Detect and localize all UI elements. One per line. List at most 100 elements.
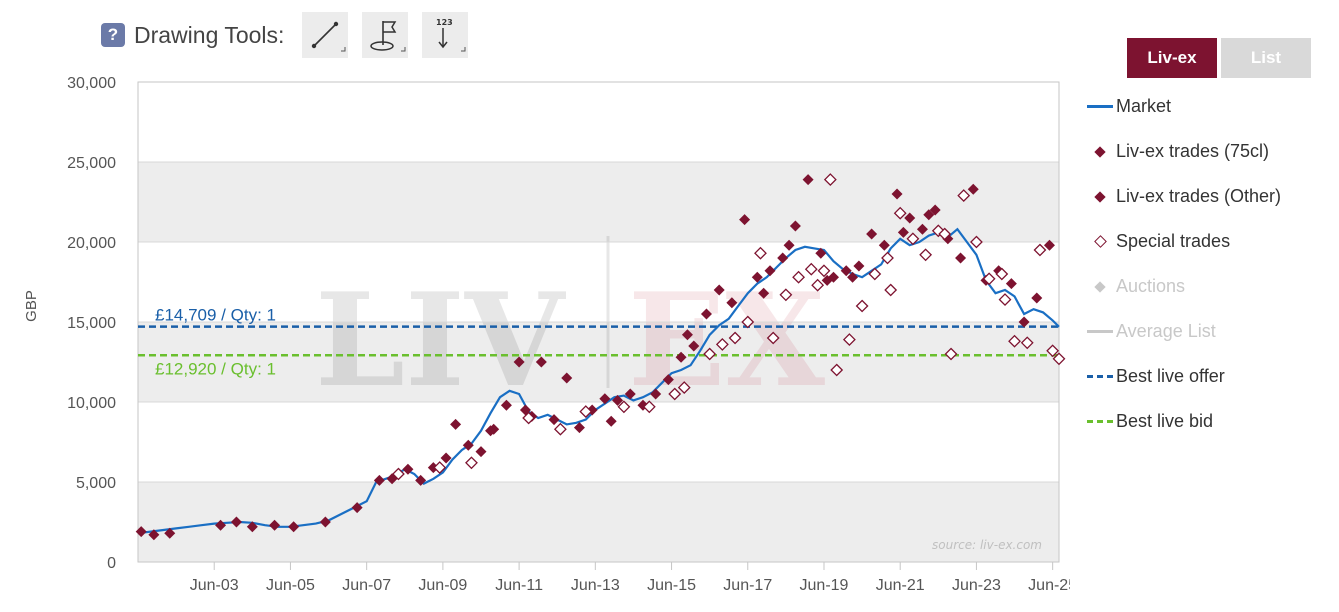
trade-point: [373, 474, 385, 486]
legend-item[interactable]: Liv-ex trades (Other): [1086, 174, 1281, 219]
special-trade-point: [906, 232, 920, 246]
special-trade-point: [970, 235, 983, 249]
legend-symbol: [1086, 375, 1114, 378]
trade-point: [688, 340, 700, 352]
legend-item[interactable]: Market: [1086, 84, 1281, 129]
y-tick-label: 30,000: [67, 75, 116, 92]
legend-label: Best live bid: [1116, 411, 1214, 431]
trade-point: [612, 394, 624, 406]
special-trade-point: [1008, 334, 1021, 348]
y-tick-label: 25,000: [67, 155, 116, 172]
trade-point: [573, 422, 585, 434]
legend-symbol: [1086, 105, 1114, 108]
y-tick-label: 20,000: [67, 235, 116, 252]
legend-item[interactable]: Liv-ex trades (75cl): [1086, 129, 1281, 174]
trade-point: [148, 529, 160, 541]
x-tick-label: Jun-07: [342, 577, 391, 594]
trade-point: [751, 271, 763, 283]
special-trade-point: [433, 461, 447, 475]
trade-point: [802, 174, 814, 186]
special-trade-point: [579, 405, 593, 419]
legend-label: Auctions: [1116, 276, 1186, 296]
legend-item[interactable]: Special trades: [1086, 219, 1281, 264]
special-trade-point: [465, 456, 478, 470]
special-trade-point: [754, 246, 767, 260]
best-live-offer-label: £14,709 / Qty: 1: [155, 306, 276, 325]
watermark: LIV EX: [315, 236, 826, 416]
x-tick-label: Jun-23: [952, 577, 1001, 594]
drawing-toolbar: ? Drawing Tools: 123: [101, 12, 482, 58]
trade-point: [783, 239, 795, 251]
x-tick-label: Jun-09: [418, 577, 467, 594]
y-tick-label: 5,000: [76, 475, 116, 492]
trade-point: [605, 415, 617, 427]
special-trade-point: [944, 347, 958, 361]
trade-point: [599, 393, 611, 405]
special-trade-point: [919, 248, 933, 262]
trade-point: [319, 516, 331, 528]
x-tick-label: Jun-05: [266, 577, 315, 594]
help-icon[interactable]: ?: [101, 23, 125, 47]
special-trade-point: [868, 267, 882, 281]
y-axis-label: GBP: [23, 290, 40, 322]
trade-point: [475, 446, 487, 458]
special-trade-point: [1020, 336, 1034, 350]
svg-text:EX: EX: [628, 266, 826, 416]
trade-point: [215, 519, 227, 531]
list-toggle-button[interactable]: List: [1221, 38, 1311, 78]
legend-label: Market: [1116, 96, 1172, 116]
special-trade-point: [982, 272, 996, 286]
trade-point: [1043, 239, 1055, 251]
special-trade-point: [1033, 243, 1047, 257]
trade-point: [929, 204, 941, 216]
trade-point: [135, 526, 147, 538]
trade-point: [726, 297, 738, 309]
y-tick-label: 10,000: [67, 395, 116, 412]
legend-item[interactable]: Best live offer: [1086, 354, 1281, 399]
special-trade-point: [855, 299, 869, 313]
trade-point: [891, 188, 903, 200]
grid-band: [138, 482, 1059, 562]
trade-point: [681, 329, 693, 341]
trade-point: [535, 356, 547, 368]
special-trade-point: [779, 288, 793, 302]
legend-symbol: [1086, 235, 1114, 248]
flag-tool-button[interactable]: [362, 12, 409, 58]
trade-point: [866, 228, 878, 240]
x-tick-label: Jun-25: [1028, 577, 1070, 594]
legend-symbol: [1086, 190, 1114, 203]
trade-point: [904, 212, 916, 224]
trade-point: [777, 252, 789, 264]
trade-point: [713, 284, 725, 296]
legend-item[interactable]: Best live bid: [1086, 399, 1281, 444]
trade-point: [662, 374, 674, 386]
special-trade-point: [884, 283, 898, 297]
trade-point: [847, 271, 859, 283]
legend-label: Average List: [1116, 321, 1216, 341]
trade-point: [624, 388, 636, 400]
trade-point: [916, 223, 928, 235]
line-tool-button[interactable]: [302, 12, 349, 58]
trade-point: [700, 308, 712, 320]
grid-band: [138, 322, 1059, 402]
legend-item[interactable]: Average List: [1086, 309, 1281, 354]
best-live-bid-label: £12,920 / Qty: 1: [155, 359, 276, 378]
legend-item[interactable]: Auctions: [1086, 264, 1281, 309]
legend-symbol: [1086, 145, 1114, 158]
trade-point: [821, 274, 833, 286]
x-tick-label: Jun-15: [647, 577, 696, 594]
trade-point: [955, 252, 967, 264]
y-tick-label: 0: [107, 555, 116, 572]
trade-point: [351, 502, 363, 514]
special-trade-point: [938, 227, 952, 241]
trade-point: [1018, 316, 1030, 328]
liv-ex-toggle-button[interactable]: Liv-ex: [1127, 38, 1217, 78]
x-tick-label: Jun-13: [571, 577, 620, 594]
special-trade-point: [1046, 344, 1060, 358]
trade-point: [561, 372, 573, 384]
special-trade-point: [642, 400, 656, 414]
label-tool-button[interactable]: 123: [422, 12, 469, 58]
trade-point: [269, 519, 281, 531]
special-trade-point: [792, 270, 805, 284]
legend-label: Liv-ex trades (Other): [1116, 186, 1282, 206]
